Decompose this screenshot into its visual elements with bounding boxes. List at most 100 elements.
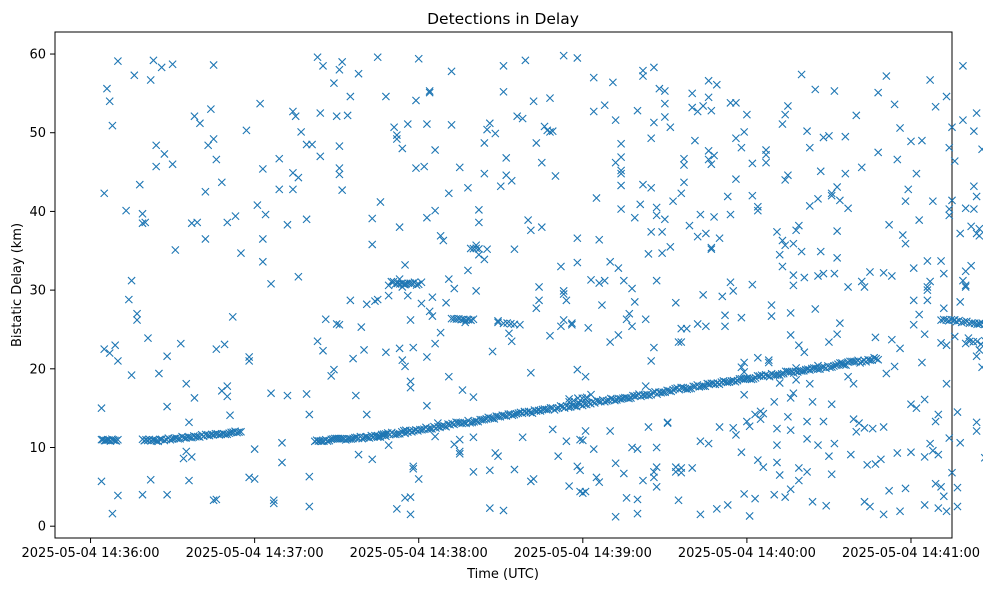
y-tick-label: 20 <box>29 362 46 377</box>
data-point-marker <box>513 112 522 121</box>
data-point-marker <box>958 116 967 125</box>
data-point-marker <box>649 63 658 72</box>
data-point-marker <box>794 221 803 230</box>
data-point-marker <box>737 448 746 457</box>
data-point-marker <box>113 356 122 365</box>
data-point-marker <box>141 218 150 227</box>
data-point-marker <box>124 295 133 304</box>
data-point-marker <box>242 126 251 135</box>
data-point-marker <box>392 131 401 140</box>
data-point-marker <box>212 495 221 504</box>
y-axis-label: Bistatic Delay (km) <box>10 223 25 347</box>
data-point-marker <box>420 162 429 171</box>
data-point-marker <box>822 501 831 510</box>
data-point-marker <box>852 111 861 120</box>
data-point-marker <box>581 426 590 435</box>
data-point-marker <box>645 391 654 400</box>
data-point-marker <box>688 103 697 112</box>
data-point-marker <box>499 506 508 515</box>
data-point-marker <box>909 296 918 305</box>
data-point-marker <box>931 417 940 426</box>
data-point-marker <box>258 257 267 266</box>
data-point-marker <box>729 286 738 295</box>
data-point-marker <box>291 112 300 121</box>
data-point-marker <box>133 309 142 318</box>
data-point-marker <box>376 197 385 206</box>
data-point-marker <box>671 298 680 307</box>
data-point-marker <box>368 455 377 464</box>
data-point-marker <box>411 96 420 105</box>
data-point-marker <box>313 53 322 62</box>
data-point-marker <box>565 482 574 491</box>
data-point-marker <box>920 452 929 461</box>
data-point-marker <box>808 497 817 506</box>
data-point-marker <box>447 120 456 129</box>
data-point-marker <box>794 463 803 472</box>
data-point-marker <box>611 459 620 468</box>
data-point-marker <box>685 221 694 230</box>
data-point-marker <box>958 276 967 285</box>
data-point-marker <box>893 449 902 457</box>
data-point-marker <box>772 424 781 433</box>
data-point-marker <box>680 154 688 163</box>
data-point-marker <box>874 88 883 97</box>
data-point-marker <box>526 408 535 417</box>
data-point-marker <box>163 352 172 361</box>
data-point-marker <box>332 112 341 121</box>
data-point-marker <box>980 336 983 345</box>
data-point-marker <box>764 356 773 365</box>
data-point-marker <box>111 341 120 350</box>
x-tick-label: 2025-05-04 14:41:00 <box>842 546 980 561</box>
data-point-marker <box>510 245 519 254</box>
data-point-marker <box>556 262 565 271</box>
data-point-marker <box>414 280 423 289</box>
data-point-marker <box>130 71 139 80</box>
data-point-marker <box>857 277 866 286</box>
data-point-marker <box>917 358 926 367</box>
data-point-marker <box>201 187 210 196</box>
data-point-marker <box>737 313 746 322</box>
data-point-marker <box>529 474 538 483</box>
data-point-marker <box>406 316 415 325</box>
data-point-marker <box>294 173 303 182</box>
data-point-marker <box>753 202 762 211</box>
data-point-marker <box>217 178 226 187</box>
data-point-marker <box>223 218 232 227</box>
data-point-marker <box>499 319 508 328</box>
data-point-marker <box>644 249 653 258</box>
data-point-marker <box>669 385 678 394</box>
data-point-marker <box>384 291 393 300</box>
data-point-marker <box>953 408 962 417</box>
data-point-marker <box>647 134 656 143</box>
data-point-marker <box>789 271 798 280</box>
data-point-marker <box>614 330 623 339</box>
data-point-marker <box>636 200 645 209</box>
data-point-marker <box>231 212 240 221</box>
data-point-marker <box>827 363 836 371</box>
data-point-marker <box>480 138 489 147</box>
data-point-marker <box>819 133 828 142</box>
data-point-marker <box>980 320 983 329</box>
data-point-marker <box>759 409 768 418</box>
data-point-marker <box>712 504 721 513</box>
data-point-marker <box>485 504 494 513</box>
data-point-marker <box>819 417 828 426</box>
data-point-marker <box>870 353 879 362</box>
data-point-marker <box>619 276 628 285</box>
data-point-marker <box>926 277 935 286</box>
data-point-marker <box>658 249 667 258</box>
data-point-marker <box>411 164 420 173</box>
data-point-marker <box>277 438 286 447</box>
plot-frame <box>54 31 953 539</box>
data-point-marker <box>573 234 582 243</box>
data-point-marker <box>909 320 918 329</box>
data-point-marker <box>961 282 970 291</box>
data-point-marker <box>499 61 508 70</box>
data-point-marker <box>749 374 758 383</box>
data-point-marker <box>113 435 122 444</box>
data-point-marker <box>890 362 899 371</box>
data-point-marker <box>576 435 585 444</box>
data-point-marker <box>138 219 147 228</box>
data-point-marker <box>494 316 503 325</box>
data-point-marker <box>707 160 716 169</box>
